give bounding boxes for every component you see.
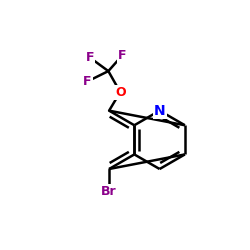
Text: O: O — [115, 86, 126, 98]
Text: F: F — [83, 75, 92, 88]
Text: Br: Br — [101, 185, 117, 198]
Text: N: N — [154, 104, 166, 118]
Text: F: F — [86, 51, 94, 64]
Text: F: F — [118, 49, 126, 62]
